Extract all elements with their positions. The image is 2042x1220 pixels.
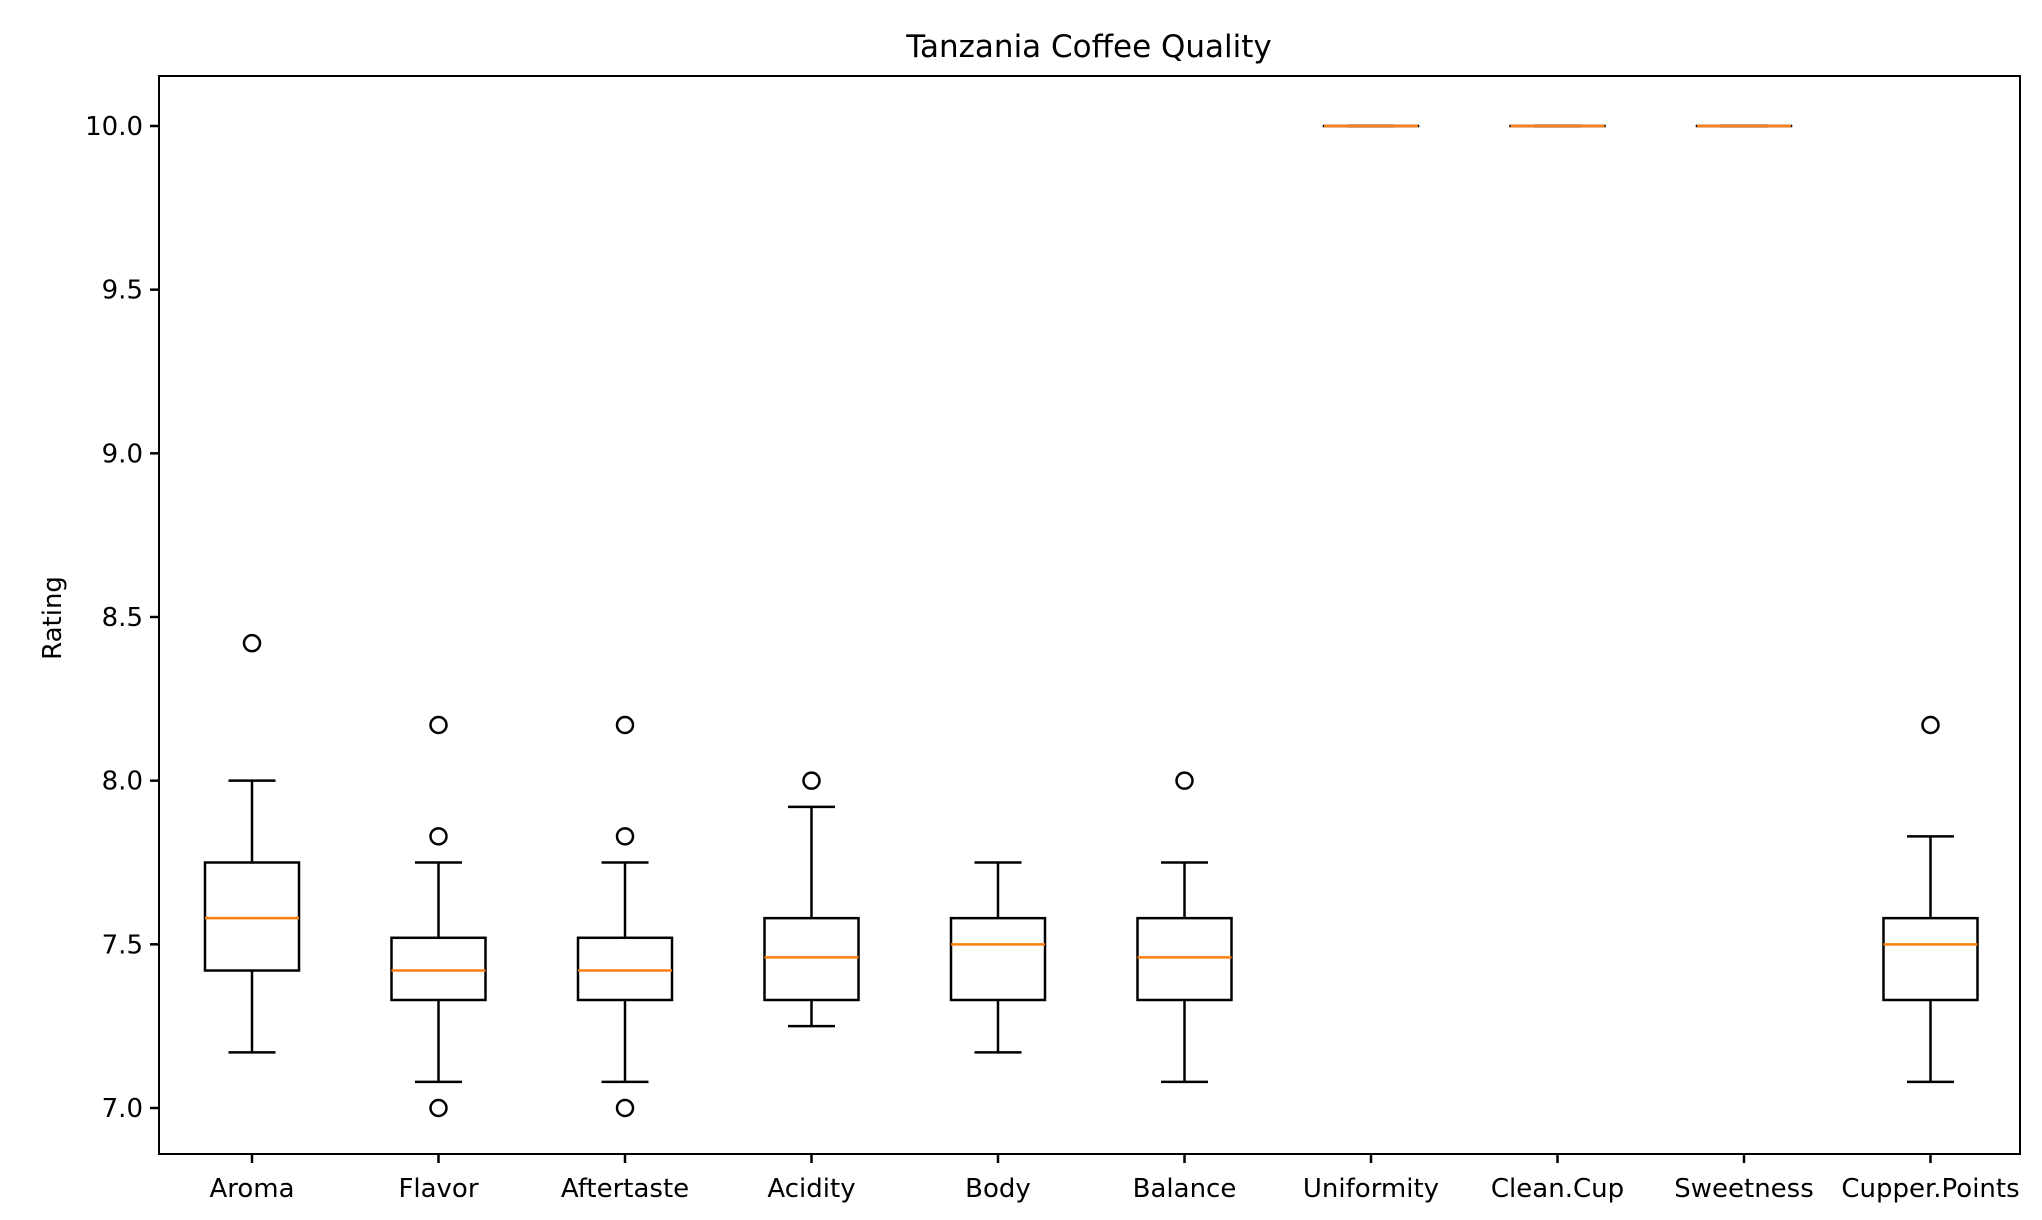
y-axis-label: Rating [38, 576, 68, 660]
x-tick-label: Cupper.Points [1841, 1174, 2019, 1204]
plot-frame [158, 75, 2021, 1155]
outlier-point [429, 1098, 448, 1118]
plot-content: 7.0 7.5 8.0 8.5 9.0 9.5 10.0 Aroma Flavor Afterta… [85, 112, 2020, 1204]
outlier-point [615, 827, 635, 846]
x-tick-label: Uniformity [1303, 1174, 1439, 1204]
box-aroma [203, 861, 301, 972]
outlier-point [1921, 715, 1940, 735]
box-acidity [763, 916, 860, 1002]
y-tick-label: 8.5 [102, 603, 143, 633]
y-tick-label: 8.0 [102, 767, 143, 797]
box-flavor [390, 936, 487, 1002]
x-tick-label: Clean.Cup [1491, 1174, 1624, 1204]
outlier-point [429, 715, 448, 735]
outlier-point [1175, 771, 1194, 790]
outlier-point [802, 771, 821, 790]
box-balance [1136, 916, 1233, 1002]
x-tick-label: Flavor [398, 1174, 478, 1204]
y-tick-label: 7.0 [102, 1094, 143, 1124]
y-tick-label: 10.0 [85, 112, 143, 142]
x-tick-label: Sweetness [1674, 1174, 1814, 1204]
x-tick-label: Balance [1133, 1174, 1237, 1204]
outlier-point [429, 827, 448, 846]
chart-title: Tanzania Coffee Quality [905, 29, 1272, 65]
x-tick-label: Aftertaste [561, 1174, 689, 1204]
y-tick-label: 9.5 [102, 276, 143, 306]
x-tick-label: Body [965, 1174, 1031, 1204]
y-tick-label: 9.0 [102, 439, 143, 469]
outlier-point [242, 633, 262, 653]
box-aftertaste [576, 936, 674, 1002]
box-cupper-points [1882, 916, 1979, 1002]
outlier-point [615, 1098, 635, 1118]
outlier-point [615, 715, 635, 735]
box-body [949, 916, 1047, 1002]
y-tick-label: 7.5 [102, 930, 143, 960]
x-tick-label: Acidity [767, 1174, 855, 1204]
x-tick-label: Aroma [209, 1174, 294, 1204]
